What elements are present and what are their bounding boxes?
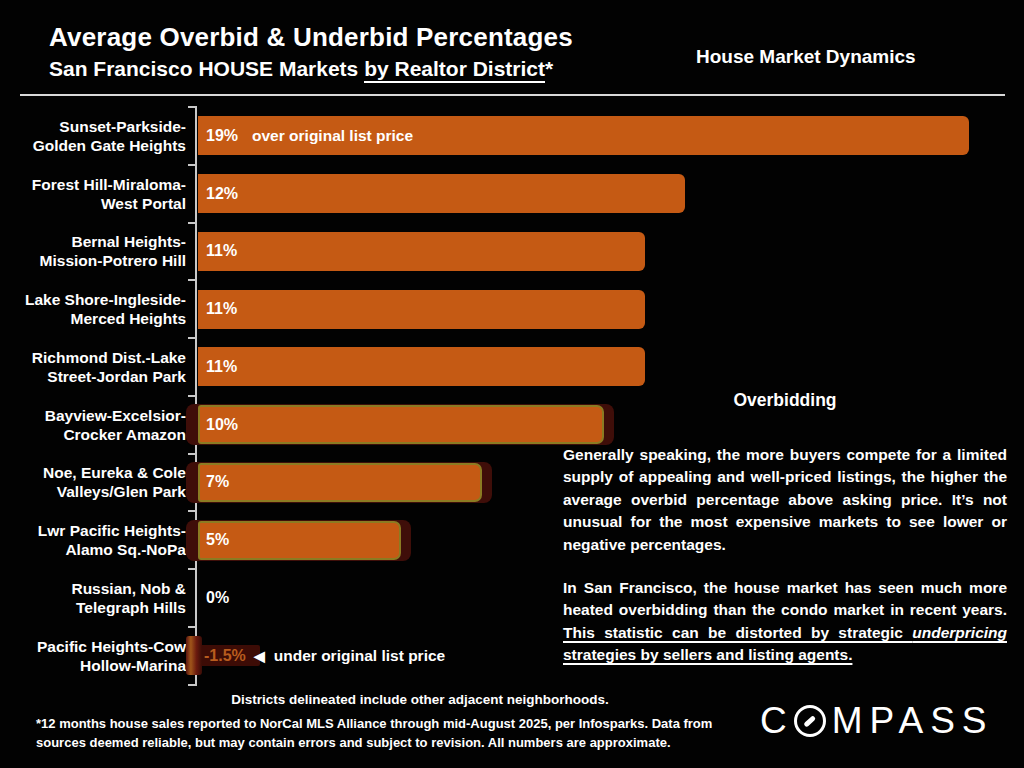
chart-row: Forest Hill-Miraloma-West Portal 12% xyxy=(0,165,1024,223)
source-footnote-line2: sources deemed reliable, but may contain… xyxy=(36,734,746,753)
category-label: Noe, Eureka & ColeValleys/Glen Park xyxy=(14,463,186,501)
value-label: 12% xyxy=(206,185,238,203)
value-label: 11% xyxy=(206,300,237,318)
value-label: 7% xyxy=(206,473,229,491)
over-list-annotation: over original list price xyxy=(252,127,413,144)
commentary-paragraph-1: Generally speaking, the more buyers comp… xyxy=(563,444,1007,556)
value-label: 11% xyxy=(206,242,237,260)
category-label: Pacific Heights-CowHollow-Marina xyxy=(14,637,186,675)
compass-needle-icon xyxy=(803,715,816,727)
para2-underline-2: strategies by sellers and listing agents… xyxy=(563,646,852,663)
value-label: 11% xyxy=(206,358,237,376)
under-list-annotation-text: under original list price xyxy=(274,647,445,664)
compass-logo: C MPASS xyxy=(760,700,994,742)
bar xyxy=(198,463,482,502)
chart-row: Lake Shore-Ingleside-Merced Heights 11% xyxy=(0,280,1024,338)
bar xyxy=(198,174,685,213)
category-label: Bernal Heights-Mission-Potrero Hill xyxy=(14,232,186,270)
logo-letters-mpass: MPASS xyxy=(832,700,994,742)
commentary-heading: Overbidding xyxy=(563,390,1007,411)
compass-o-icon xyxy=(794,705,826,737)
para2-underline-1: This statistic can be distorted by strat… xyxy=(563,624,912,641)
negative-bar xyxy=(186,636,202,675)
chart-row: Bernal Heights-Mission-Potrero Hill 11% xyxy=(0,223,1024,281)
chart-row: Sunset-Parkside-Golden Gate Heights 19%ov… xyxy=(0,107,1024,165)
category-label: Sunset-Parkside-Golden Gate Heights xyxy=(14,117,186,155)
commentary-paragraph-2: In San Francisco, the house market has s… xyxy=(563,577,1007,667)
value-label: 19%over original list price xyxy=(206,127,413,145)
category-label: Richmond Dist.-LakeStreet-Jordan Park xyxy=(14,348,186,386)
category-label: Russian, Nob &Telegraph Hills xyxy=(14,579,186,617)
logo-letter-c: C xyxy=(760,700,794,742)
para2-prefix: In San Francisco, the house market has s… xyxy=(563,579,1007,618)
category-label: Lake Shore-Ingleside-Merced Heights xyxy=(14,290,186,328)
under-list-annotation: ◀ under original list price xyxy=(254,647,445,665)
source-footnote: *12 months house sales reported to NorCa… xyxy=(36,715,746,752)
category-label: Lwr Pacific Heights-Alamo Sq.-NoPa xyxy=(14,521,186,559)
slide: Average Overbid & Underbid Percentages S… xyxy=(0,0,1024,768)
value-label: 5% xyxy=(206,531,229,549)
bar xyxy=(198,232,645,271)
source-footnote-line1: *12 months house sales reported to NorCa… xyxy=(36,715,746,734)
para2-italic-word: underpricing xyxy=(912,624,1007,641)
districts-note: Districts delineated include other adjac… xyxy=(170,692,670,707)
value-label: 0% xyxy=(206,589,229,607)
bar xyxy=(198,290,645,329)
left-arrow-icon: ◀ xyxy=(254,648,265,664)
bar xyxy=(198,347,645,386)
category-label: Bayview-Excelsior-Crocker Amazon xyxy=(14,406,186,444)
value-label: 10% xyxy=(206,416,238,434)
category-label: Forest Hill-Miraloma-West Portal xyxy=(14,175,186,213)
chart-row: Richmond Dist.-LakeStreet-Jordan Park 11% xyxy=(0,338,1024,396)
value-label: -1.5% xyxy=(204,647,246,665)
bar xyxy=(198,405,604,444)
